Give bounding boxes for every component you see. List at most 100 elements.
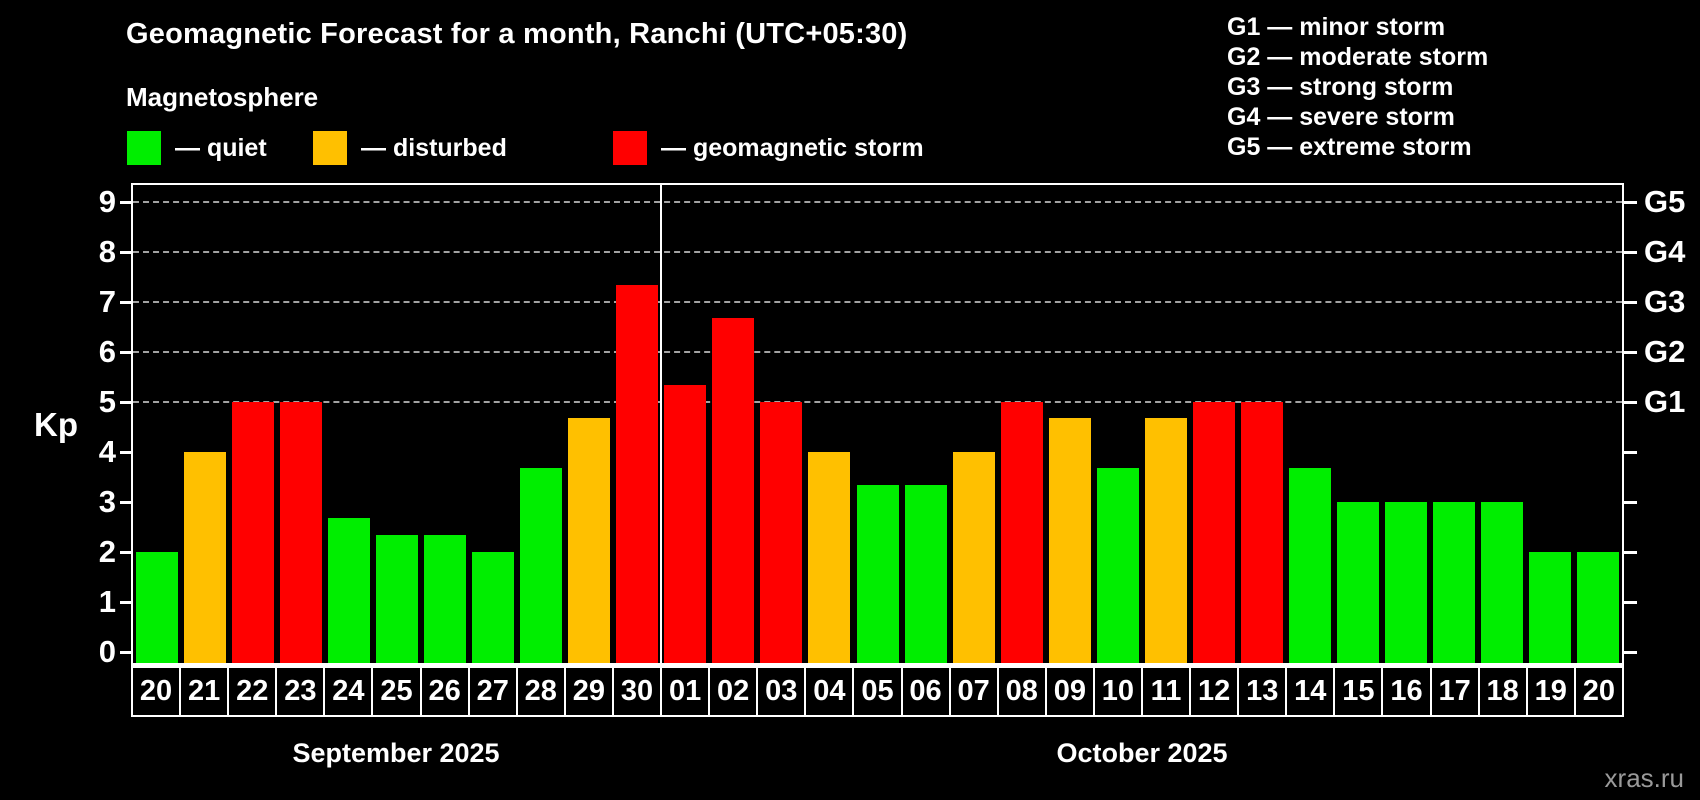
y-tick-label: 5 [98, 384, 116, 419]
gridline-kp5 [133, 401, 1622, 403]
legend-label-quiet: — quiet [175, 133, 267, 162]
day-label-cell: 29 [563, 666, 614, 717]
y-tick-label: 0 [98, 634, 116, 669]
legend-item-disturbed: — disturbed [313, 130, 507, 166]
bar-day-08 [1001, 402, 1043, 663]
day-label-cell: 24 [323, 666, 374, 717]
legend-label-disturbed: — disturbed [361, 133, 507, 162]
day-label-cell: 14 [1285, 666, 1336, 717]
bar-day-26 [424, 535, 466, 663]
bar-day-18 [1481, 502, 1523, 663]
day-label-cell: 01 [660, 666, 711, 717]
y-tick-mark-left [120, 251, 131, 254]
day-label-cell: 19 [1525, 666, 1576, 717]
g-legend-line: G4 — severe storm [1227, 103, 1455, 131]
day-label-cell: 12 [1189, 666, 1240, 717]
y-tick-mark-left [120, 401, 131, 404]
bar-day-04 [808, 452, 850, 663]
g-scale-label-G4: G4 [1644, 234, 1686, 269]
y-tick-mark-left [120, 201, 131, 204]
bar-day-01 [664, 385, 706, 663]
quiet-color-swatch [127, 131, 161, 165]
plot-area [131, 183, 1624, 666]
day-label-cell: 04 [804, 666, 855, 717]
y-tick-label: 4 [98, 434, 116, 469]
bar-day-23 [280, 402, 322, 663]
g-scale-label-G5: G5 [1644, 184, 1686, 219]
gridline-kp7 [133, 301, 1622, 303]
bar-day-28 [520, 468, 562, 663]
gridline-kp6 [133, 351, 1622, 353]
y-tick-mark-left [120, 351, 131, 354]
day-label-cell: 03 [756, 666, 807, 717]
y-tick-mark-right [1624, 451, 1637, 454]
y-tick-mark-left [120, 651, 131, 654]
bar-day-03 [760, 402, 802, 663]
y-tick-label: 7 [98, 284, 116, 319]
y-tick-label: 6 [98, 334, 116, 369]
day-label-cell: 30 [611, 666, 663, 717]
y-tick-mark-right [1624, 351, 1637, 354]
g-legend-line: G5 — extreme storm [1227, 133, 1472, 161]
g-scale-legend: G1 — minor storm G2 — moderate storm G3 … [1227, 12, 1488, 162]
bar-day-13 [1241, 402, 1283, 663]
g-legend-line: G3 — strong storm [1227, 73, 1454, 101]
y-tick-mark-left [120, 601, 131, 604]
day-label-cell: 05 [852, 666, 903, 717]
y-tick-mark-right [1624, 501, 1637, 504]
plot-inner [133, 185, 1622, 663]
y-axis-title: Kp [34, 406, 78, 443]
g-scale-label-G1: G1 [1644, 384, 1686, 419]
bar-day-09 [1049, 418, 1091, 663]
disturbed-color-swatch [313, 131, 347, 165]
day-label-cell: 22 [227, 666, 278, 717]
bar-day-12 [1193, 402, 1235, 663]
day-label-cell: 10 [1092, 666, 1143, 717]
bar-day-22 [232, 402, 274, 663]
bar-day-14 [1289, 468, 1331, 663]
day-label-cell: 21 [179, 666, 230, 717]
chart-title: Geomagnetic Forecast for a month, Ranchi… [126, 18, 908, 50]
day-label-cell: 27 [467, 666, 518, 717]
day-label-cell: 16 [1381, 666, 1432, 717]
g-scale-label-G3: G3 [1644, 284, 1686, 319]
g-legend-line: G2 — moderate storm [1227, 43, 1489, 71]
y-tick-mark-right [1624, 551, 1637, 554]
y-tick-label: 3 [98, 484, 116, 519]
bar-day-17 [1433, 502, 1475, 663]
bar-day-16 [1385, 502, 1427, 663]
bar-day-05 [857, 485, 899, 663]
day-label-cell: 02 [708, 666, 759, 717]
g-scale-label-G2: G2 [1644, 334, 1686, 369]
day-label-cell: 26 [419, 666, 470, 717]
day-label-cell: 17 [1429, 666, 1480, 717]
day-label-cell: 15 [1333, 666, 1384, 717]
day-label-cell: 07 [948, 666, 999, 717]
watermark: xras.ru [1604, 763, 1684, 793]
bar-day-25 [376, 535, 418, 663]
day-label-cell: 20 [1573, 666, 1624, 717]
y-tick-mark-left [120, 501, 131, 504]
day-label-cell: 25 [371, 666, 422, 717]
g-legend-line: G1 — minor storm [1227, 13, 1446, 41]
bar-day-30 [616, 285, 658, 663]
y-tick-label: 9 [98, 184, 116, 219]
bar-day-29 [568, 418, 610, 663]
bar-day-19 [1529, 552, 1571, 663]
bar-day-27 [472, 552, 514, 663]
bar-day-10 [1097, 468, 1139, 663]
day-label-cell: 13 [1237, 666, 1288, 717]
day-label-cell: 06 [900, 666, 951, 717]
bar-day-15 [1337, 502, 1379, 663]
bar-day-07 [953, 452, 995, 663]
legend-item-storm: — geomagnetic storm [613, 130, 924, 166]
day-label-cell: 18 [1477, 666, 1528, 717]
y-tick-mark-left [120, 551, 131, 554]
chart-subtitle: Magnetosphere [126, 82, 319, 112]
day-label-cell: 11 [1140, 666, 1192, 717]
bar-day-20 [136, 552, 178, 663]
day-label-cell: 08 [996, 666, 1047, 717]
y-tick-mark-left [120, 301, 131, 304]
legend-item-quiet: — quiet [127, 130, 267, 166]
